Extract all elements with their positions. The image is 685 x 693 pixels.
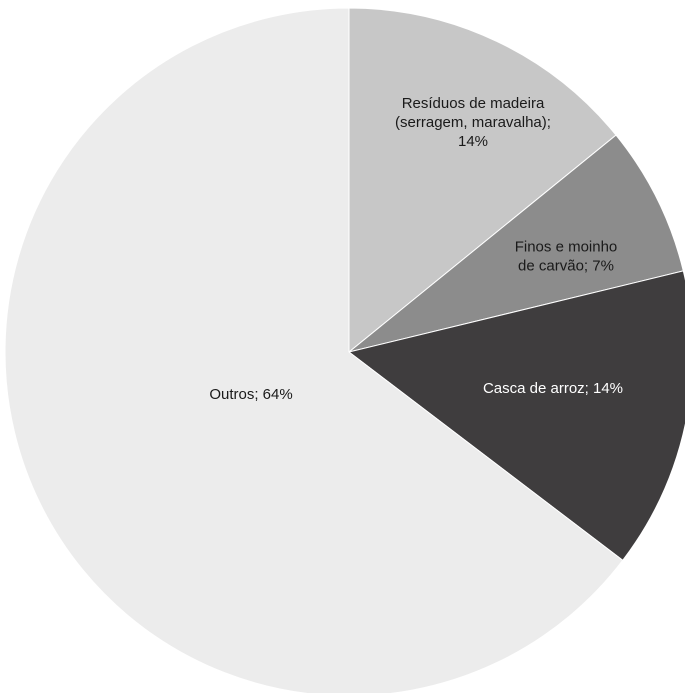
pie-slice-3 [4,7,624,693]
slice-label-line: 14% [458,133,488,150]
pie-slice-2 [347,270,685,562]
slice-label-2: Casca de arroz; 14% [483,380,623,397]
slice-label-line: (serragem, maravalha); [395,114,551,131]
pie-slice-0 [348,7,617,354]
pie-slice-1 [348,134,684,353]
slice-label-line: de carvão; 7% [518,258,614,275]
slice-label-line: Finos e moinho [515,239,618,256]
slice-label-line: Resíduos de madeira [402,95,545,112]
slice-label-line: Casca de arroz; 14% [483,380,623,397]
slice-label-line: Outros; 64% [209,386,292,403]
slice-label-0: Resíduos de madeira (serragem, maravalha)… [395,95,551,150]
slice-label-3: Outros; 64% [209,386,292,403]
slice-label-1: Finos e moinho de carvão; 7% [515,239,618,275]
